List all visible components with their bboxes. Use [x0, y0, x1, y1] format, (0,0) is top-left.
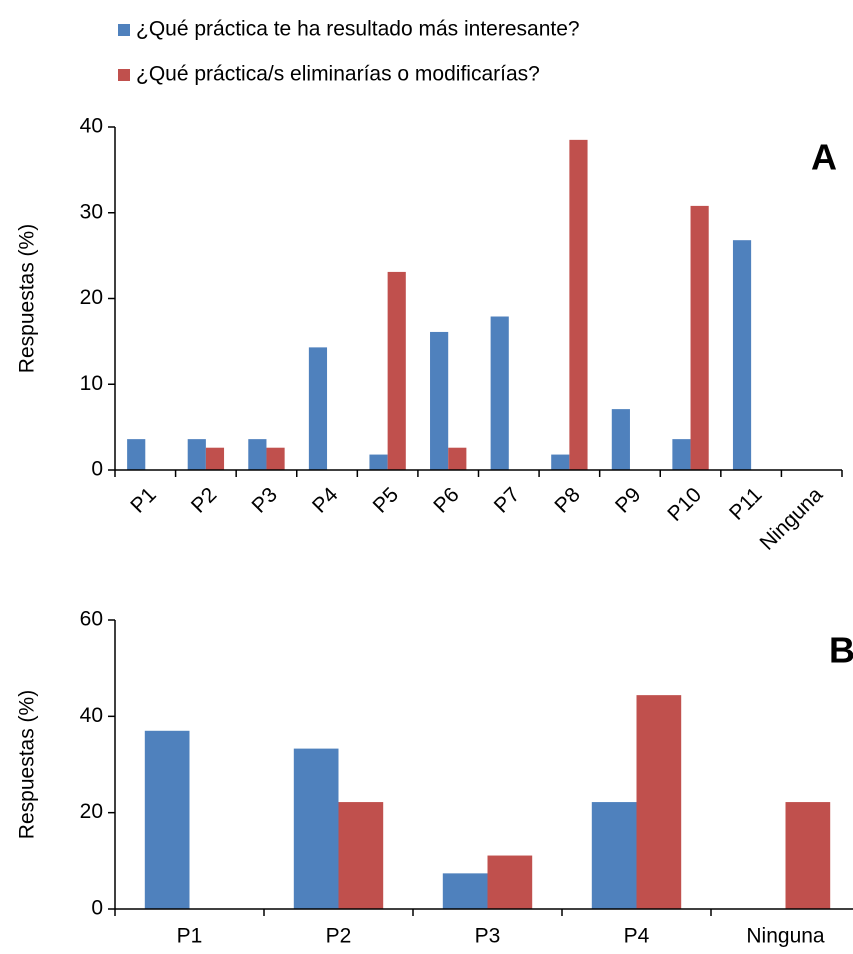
bar: [205, 447, 225, 470]
bar: [551, 454, 570, 470]
bar: [187, 439, 206, 470]
bar: [490, 316, 509, 470]
bar: [732, 240, 752, 470]
y-tick-label: 30: [80, 200, 103, 223]
legend-swatch: [118, 69, 130, 81]
legend-label: ¿Qué práctica/s eliminarías o modificarí…: [136, 63, 540, 86]
legend-swatch: [118, 24, 130, 36]
x-tick-label: P7: [490, 483, 524, 517]
bar: [293, 748, 339, 909]
x-tick-label: P6: [429, 483, 463, 517]
y-tick-label: 0: [91, 897, 103, 920]
bar: [369, 454, 388, 470]
bar: [611, 409, 630, 470]
x-tick-label: P1: [177, 925, 203, 948]
bar: [569, 139, 588, 471]
x-tick-label: P3: [247, 483, 281, 517]
y-tick-label: 40: [80, 704, 103, 727]
bar: [338, 802, 384, 909]
y-tick-label: 60: [80, 608, 103, 631]
x-tick-label: P9: [611, 483, 645, 517]
y-tick-label: 40: [80, 115, 103, 138]
bar: [387, 271, 406, 470]
bar: [248, 439, 267, 470]
x-tick-label: P3: [475, 925, 501, 948]
x-tick-label: P2: [187, 483, 221, 517]
y-axis-title: Respuestas (%): [16, 224, 39, 373]
x-tick-label: P8: [550, 483, 584, 517]
bar: [785, 802, 831, 909]
y-axis-title: Respuestas (%): [16, 690, 39, 839]
x-tick-label: P10: [663, 483, 706, 526]
bar: [448, 447, 467, 470]
panel-label: B: [829, 630, 853, 671]
bar: [442, 873, 488, 909]
bar: [487, 855, 533, 909]
bar: [308, 347, 328, 470]
x-tick-label: P5: [369, 483, 403, 517]
y-tick-label: 10: [80, 372, 103, 395]
bar: [266, 447, 285, 470]
x-tick-label: Ninguna: [746, 925, 825, 948]
bar: [144, 730, 190, 909]
x-tick-label: Ninguna: [756, 483, 828, 555]
bar: [591, 802, 637, 909]
y-tick-label: 20: [80, 286, 103, 309]
bar: [636, 695, 682, 909]
bar: [672, 439, 691, 470]
x-tick-label: P11: [725, 483, 767, 525]
legend-label: ¿Qué práctica te ha resultado más intere…: [136, 18, 580, 41]
x-tick-label: P4: [308, 483, 343, 518]
y-tick-label: 20: [80, 800, 103, 823]
y-tick-label: 0: [91, 458, 103, 481]
bar: [430, 331, 449, 470]
bar: [690, 205, 709, 470]
x-tick-label: P4: [624, 925, 650, 948]
x-tick-label: P1: [126, 483, 160, 517]
bar: [127, 439, 146, 470]
panel-label: A: [811, 137, 837, 178]
x-tick-label: P2: [326, 925, 352, 948]
